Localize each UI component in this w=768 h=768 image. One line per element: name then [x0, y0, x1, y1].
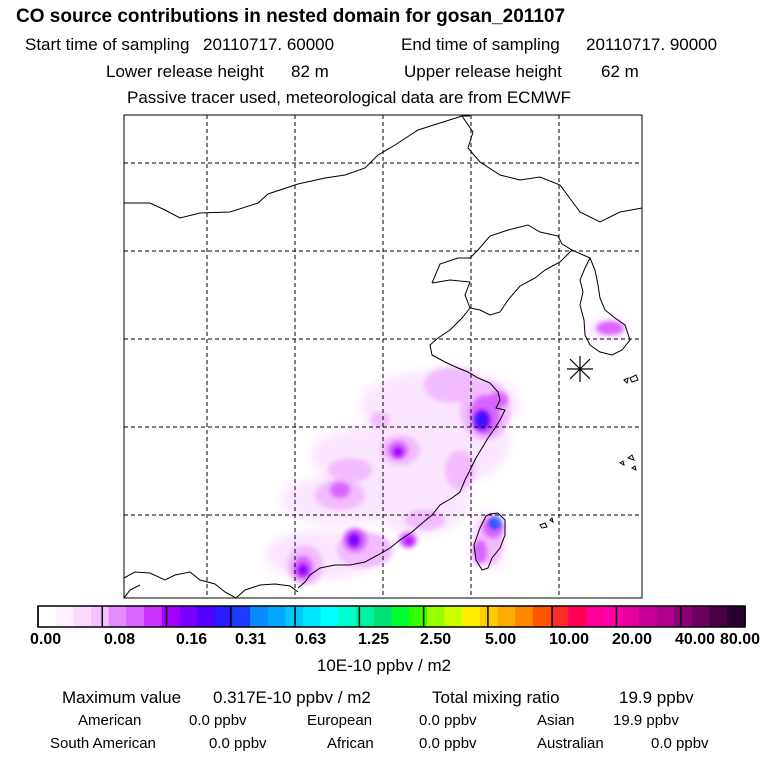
colorbar-swatch: [179, 606, 198, 627]
colorbar-tick-label: 10.00: [549, 631, 590, 648]
colorbar-swatch: [727, 606, 746, 627]
colorbar-swatch: [479, 606, 498, 627]
plume-peak: [298, 410, 501, 576]
colorbar-swatch: [462, 606, 481, 627]
colorbar: [37, 605, 746, 628]
colorbar-swatch: [161, 606, 180, 627]
colorbar-swatch: [373, 606, 392, 627]
colorbar-swatch: [444, 606, 463, 627]
map-title: CO source contributions in nested domain…: [16, 6, 566, 27]
end-time-label: End time of sampling: [401, 35, 560, 54]
tracer-note: Passive tracer used, meteorological data…: [127, 88, 572, 107]
colorbar-swatch: [303, 606, 322, 627]
colorbar-tick-label: 80.00: [719, 631, 760, 648]
colorbar-frame: [37, 605, 746, 628]
lower-release-label: Lower release height: [106, 62, 264, 81]
region-european-label: European: [307, 712, 373, 729]
colorbar-tick-label: 0.00: [30, 631, 62, 648]
colorbar-swatch: [691, 606, 711, 627]
colorbar-swatch: [232, 606, 251, 627]
colorbar-units: 10E-10 ppbv / m2: [316, 656, 452, 675]
colorbar-tick-label: 0.31: [235, 631, 267, 648]
region-south-american-value: 0.0 ppbv: [209, 735, 267, 752]
total-mixing-value: 19.9 ppbv: [619, 688, 694, 707]
colorbar-tick-label: 0.08: [104, 631, 136, 648]
colorbar-swatch: [603, 606, 622, 627]
colorbar-swatch: [568, 606, 587, 627]
colorbar-swatch: [621, 606, 640, 627]
colorbar-swatch: [108, 606, 127, 627]
max-value-label: Maximum value: [62, 688, 182, 707]
region-american-label: American: [78, 712, 142, 729]
colorbar-swatch: [38, 606, 57, 627]
colorbar-swatch: [126, 606, 145, 627]
colorbar-tick-label: 0.16: [176, 631, 208, 648]
colorbar-swatch: [391, 606, 410, 627]
lower-release-value: 82 m: [291, 62, 329, 81]
colorbar-swatch: [550, 606, 569, 627]
plume-halo: [265, 320, 628, 580]
region-european-value: 0.0 ppbv: [419, 712, 477, 729]
region-african-value: 0.0 ppbv: [419, 735, 477, 752]
colorbar-tick-label: 1.25: [358, 631, 390, 648]
colorbar-swatch: [197, 606, 216, 627]
colorbar-swatch: [338, 606, 357, 627]
colorbar-swatch: [250, 606, 269, 627]
colorbar-swatch: [409, 606, 428, 627]
colorbar-swatch: [356, 606, 375, 627]
colorbar-tick-label: 20.00: [612, 631, 653, 648]
region-american-value: 0.0 ppbv: [189, 712, 247, 729]
region-south-american-label: South American: [50, 735, 156, 752]
region-asian-value: 19.9 ppbv: [613, 712, 679, 729]
map-frame: [123, 114, 643, 599]
region-australian-label: Australian: [537, 735, 604, 752]
colorbar-swatch: [515, 606, 534, 627]
colorbar-tick-label: 0.63: [295, 631, 327, 648]
colorbar-swatch: [426, 606, 445, 627]
start-time-value: 20110717. 60000: [203, 35, 335, 54]
upper-release-label: Upper release height: [404, 62, 562, 81]
colorbar-swatch: [91, 606, 110, 627]
colorbar-swatch: [709, 606, 728, 627]
colorbar-swatch: [214, 606, 233, 627]
total-mixing-label: Total mixing ratio: [432, 688, 560, 707]
colorbar-swatch: [656, 606, 675, 627]
start-time-label: Start time of sampling: [25, 35, 190, 54]
region-asian-label: Asian: [537, 712, 575, 729]
colorbar-swatch: [55, 606, 74, 627]
colorbar-swatch: [267, 606, 286, 627]
colorbar-tick-label: 2.50: [420, 631, 452, 648]
lat-lon-grid: [124, 115, 642, 598]
colorbar-swatch: [497, 606, 516, 627]
colorbar-swatch: [532, 606, 551, 627]
colorbar-swatch: [73, 606, 92, 627]
release-site-star-icon: [567, 356, 593, 382]
region-australian-value: 0.0 ppbv: [651, 735, 709, 752]
region-african-label: African: [327, 735, 374, 752]
colorbar-swatch: [585, 606, 604, 627]
colorbar-swatch: [144, 606, 163, 627]
end-time-value: 20110717. 90000: [586, 35, 718, 54]
upper-release-value: 62 m: [601, 62, 639, 81]
colorbar-tick-label: 5.00: [485, 631, 517, 648]
coastlines: [124, 115, 642, 598]
colorbar-swatch: [674, 606, 693, 627]
max-value: 0.317E-10 ppbv / m2: [213, 688, 371, 707]
colorbar-swatch: [320, 606, 339, 627]
colorbar-tick-label: 40.00: [675, 631, 716, 648]
colorbar-swatch: [638, 606, 658, 627]
